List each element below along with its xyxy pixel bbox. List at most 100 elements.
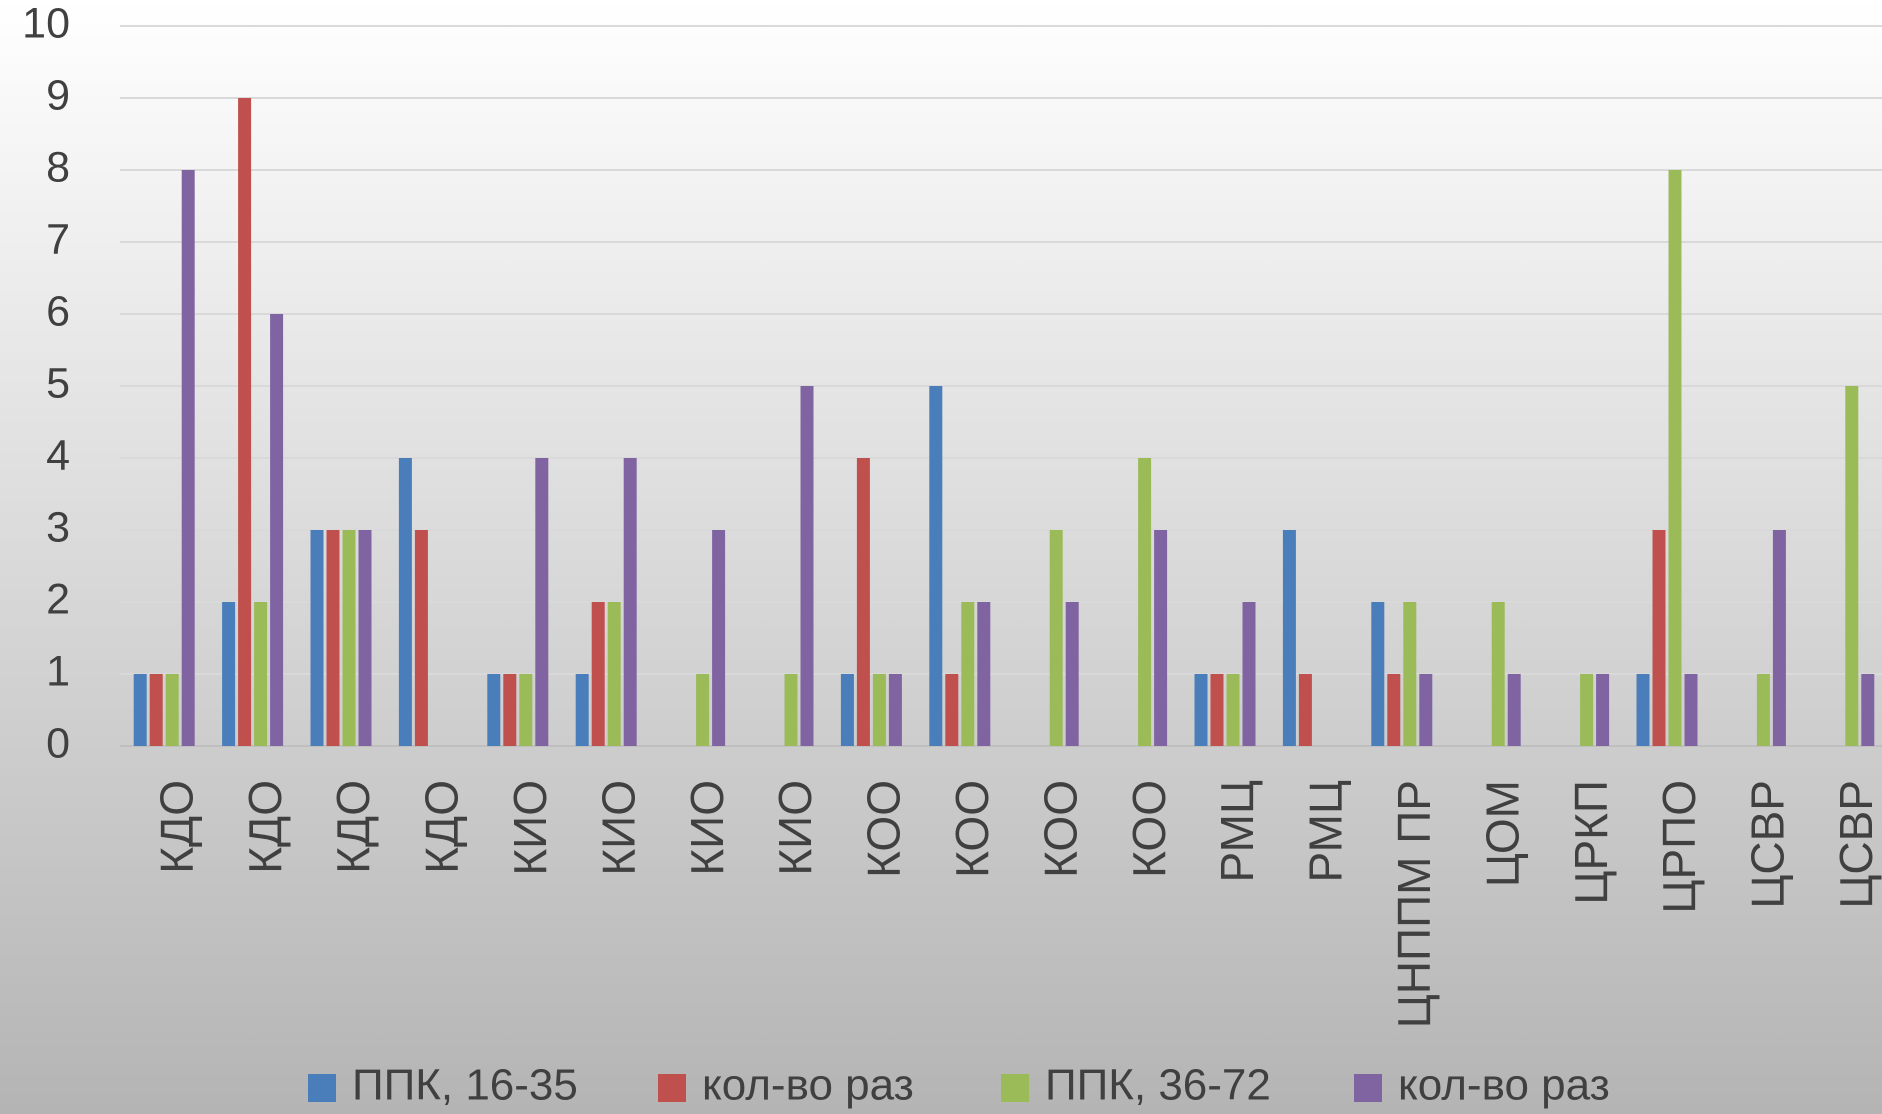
y-tick-label: 3 xyxy=(46,503,70,551)
x-tick-label: КОО xyxy=(1034,780,1086,878)
legend-label: кол-во раз xyxy=(702,1061,914,1110)
bar xyxy=(1772,530,1786,746)
legend-swatch xyxy=(658,1074,686,1102)
bar xyxy=(1668,170,1682,746)
bar xyxy=(1138,458,1152,746)
y-tick-label: 5 xyxy=(46,359,70,407)
x-tick-label: ЦСВР xyxy=(1830,780,1882,909)
bar xyxy=(977,602,991,746)
x-tick-label: КОО xyxy=(858,780,910,878)
bar xyxy=(149,674,163,746)
bar xyxy=(358,530,372,746)
bar xyxy=(1226,674,1240,746)
bar xyxy=(222,602,236,746)
bar xyxy=(1652,530,1666,746)
x-tick-label: ЦОМ xyxy=(1476,780,1528,887)
x-tick-label: ЦРПО xyxy=(1653,780,1705,914)
legend-label: ППК, 36-72 xyxy=(1045,1061,1271,1110)
y-tick-label: 8 xyxy=(46,143,70,191)
y-tick-label: 9 xyxy=(46,71,70,119)
x-tick-label: КОО xyxy=(946,780,998,878)
bar xyxy=(607,602,621,746)
bar xyxy=(1049,530,1063,746)
x-tick-label: КИО xyxy=(769,780,821,876)
bar xyxy=(929,386,943,746)
legend-label: кол-во раз xyxy=(1398,1061,1610,1110)
legend-swatch xyxy=(1001,1074,1029,1102)
bar xyxy=(270,314,284,746)
bar xyxy=(1419,674,1433,746)
bar xyxy=(784,674,798,746)
y-tick-label: 4 xyxy=(46,431,70,479)
x-tick-label: РМЦ xyxy=(1211,780,1263,883)
bar xyxy=(623,458,637,746)
bar xyxy=(503,674,517,746)
bar xyxy=(342,530,356,746)
x-tick-label: КОО xyxy=(1123,780,1175,878)
y-tick-label: 2 xyxy=(46,575,70,623)
bar xyxy=(181,170,195,746)
bar xyxy=(1636,674,1650,746)
bar xyxy=(1210,674,1224,746)
bar xyxy=(1242,602,1256,746)
bar xyxy=(519,674,533,746)
bar xyxy=(310,530,324,746)
bar xyxy=(961,602,975,746)
x-tick-label: КДО xyxy=(150,780,202,874)
bar xyxy=(165,674,179,746)
bar xyxy=(1861,674,1875,746)
legend-swatch xyxy=(308,1074,336,1102)
bar xyxy=(888,674,902,746)
bar xyxy=(326,530,340,746)
bar xyxy=(1282,530,1296,746)
bar xyxy=(945,674,959,746)
y-tick-label: 0 xyxy=(46,719,70,767)
bar xyxy=(1507,674,1521,746)
x-tick-label: КИО xyxy=(681,780,733,876)
x-tick-label: РМЦ xyxy=(1300,780,1352,883)
bar xyxy=(1194,674,1208,746)
y-tick-label: 6 xyxy=(46,287,70,335)
bar xyxy=(800,386,814,746)
x-tick-label: ЦРКП xyxy=(1565,780,1617,905)
bar xyxy=(1684,674,1698,746)
bar xyxy=(487,674,501,746)
y-tick-label: 7 xyxy=(46,215,70,263)
x-tick-label: КДО xyxy=(327,780,379,874)
x-tick-label: ЦСВР xyxy=(1742,780,1794,909)
bar xyxy=(1403,602,1417,746)
bar xyxy=(1371,602,1385,746)
bar xyxy=(1845,386,1859,746)
bar xyxy=(856,458,870,746)
x-tick-label: КДО xyxy=(416,780,468,874)
bar xyxy=(1154,530,1168,746)
bar xyxy=(872,674,886,746)
bar xyxy=(1298,674,1312,746)
x-tick-label: КИО xyxy=(504,780,556,876)
bar xyxy=(535,458,549,746)
bar xyxy=(238,98,252,746)
x-tick-label: КДО xyxy=(239,780,291,874)
x-tick-label: КИО xyxy=(592,780,644,876)
bar xyxy=(840,674,854,746)
bar xyxy=(1387,674,1401,746)
y-tick-label: 1 xyxy=(46,647,70,695)
bar xyxy=(696,674,710,746)
y-tick-label: 10 xyxy=(22,0,70,47)
bar xyxy=(254,602,268,746)
bar xyxy=(133,674,147,746)
bar xyxy=(398,458,412,746)
bar xyxy=(1065,602,1079,746)
x-tick-label: ЦНППМ ПР xyxy=(1388,780,1440,1028)
bar xyxy=(1596,674,1610,746)
bar xyxy=(1756,674,1770,746)
bar xyxy=(1580,674,1594,746)
bar xyxy=(575,674,589,746)
bar xyxy=(414,530,428,746)
legend-swatch xyxy=(1354,1074,1382,1102)
bar xyxy=(712,530,726,746)
legend-label: ППК, 16-35 xyxy=(352,1061,578,1110)
bar xyxy=(591,602,605,746)
bar xyxy=(1491,602,1505,746)
